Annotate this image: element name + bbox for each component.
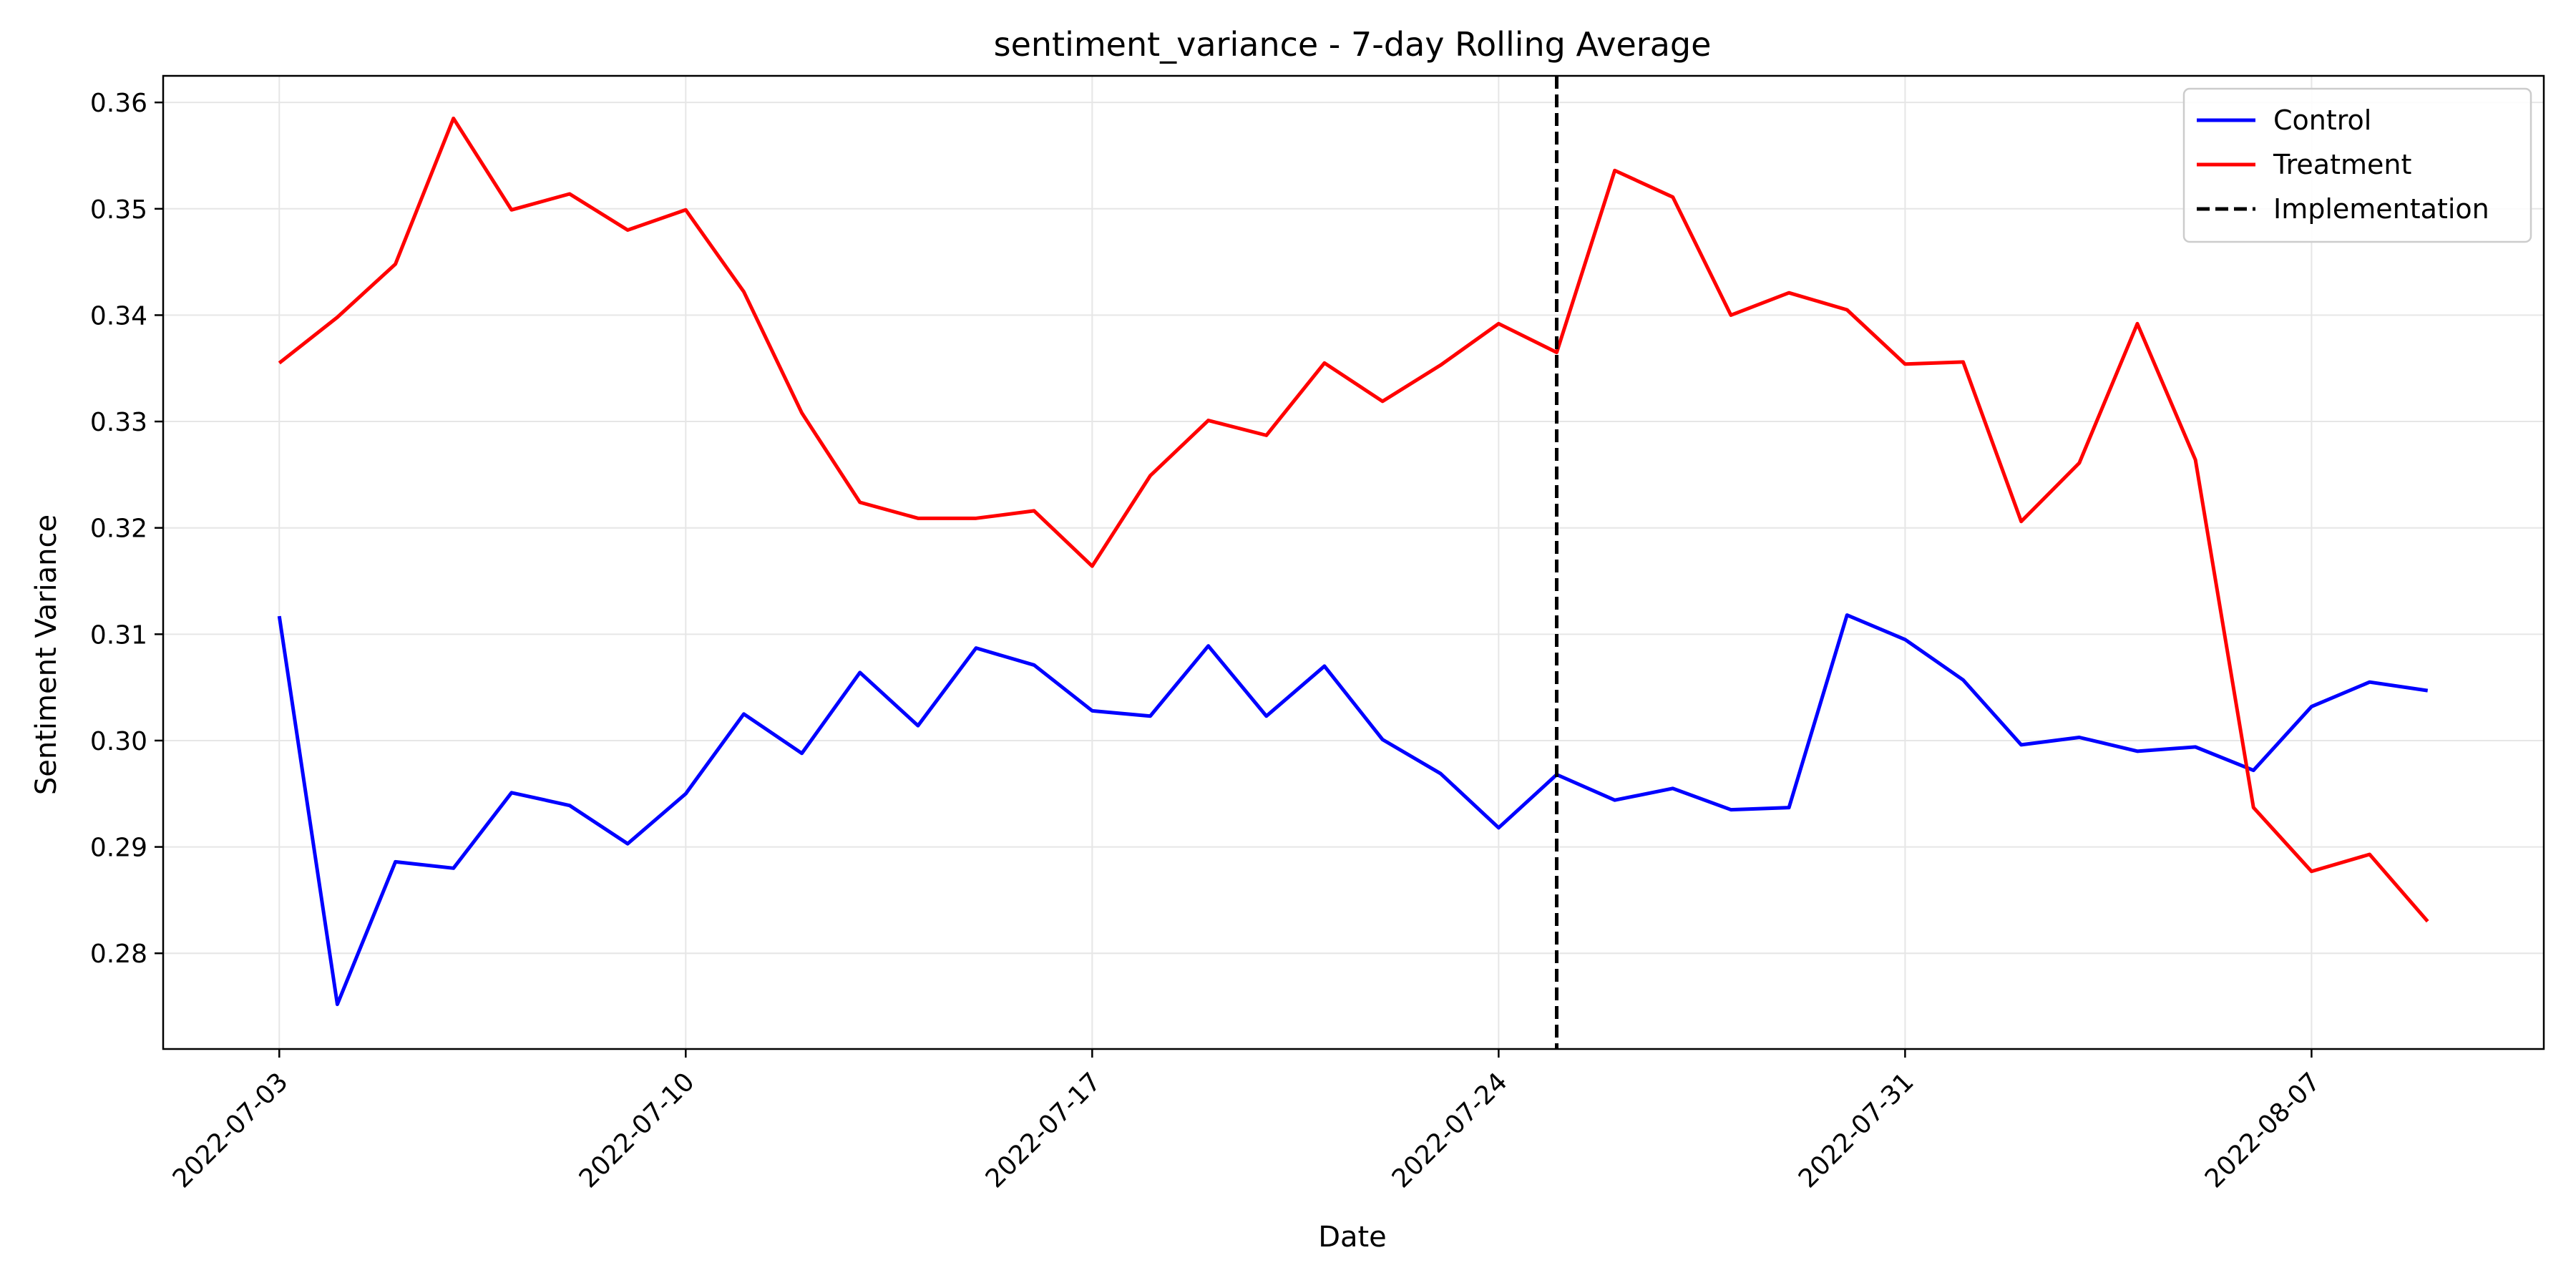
x-axis-label: Date xyxy=(1318,1221,1387,1254)
y-tick-label: 0.30 xyxy=(90,727,147,756)
legend-label: Implementation xyxy=(2273,193,2489,225)
y-tick-label: 0.36 xyxy=(90,89,147,118)
y-tick-label: 0.31 xyxy=(90,620,147,650)
x-tick-label: 2022-07-24 xyxy=(1387,1067,1513,1194)
y-tick-label: 0.34 xyxy=(90,301,147,331)
y-axis-ticks: 0.28 0.29 0.30 0.31 0.32 0.33 0.34 0.35 0.36 xyxy=(90,89,163,969)
series-layer xyxy=(277,116,2429,1007)
grid xyxy=(163,76,2544,1049)
legend-box xyxy=(2182,87,2532,243)
x-axis-ticks: 2022-07-03 2022-07-10 2022-07-17 2022-07-24… xyxy=(167,1049,2326,1194)
x-tick-label: 2022-08-07 xyxy=(2200,1067,2326,1194)
legend: Control Treatment Implementation xyxy=(2182,87,2532,243)
plot-frame xyxy=(162,74,2545,1050)
legend-label: Control xyxy=(2273,104,2371,136)
legend-label: Treatment xyxy=(2273,149,2411,180)
chart-title: sentiment_variance - 7-day Rolling Avera… xyxy=(994,25,1712,64)
y-axis-label: Sentiment Variance xyxy=(30,514,63,795)
y-tick-label: 0.35 xyxy=(90,195,147,225)
y-tick-label: 0.33 xyxy=(90,408,147,437)
y-tick-label: 0.32 xyxy=(90,514,147,544)
x-tick-label: 2022-07-31 xyxy=(1793,1067,1920,1194)
series-line-control xyxy=(277,613,2429,1007)
x-tick-label: 2022-07-17 xyxy=(980,1067,1107,1194)
y-tick-label: 0.29 xyxy=(90,834,147,863)
series-line-treatment xyxy=(278,116,2429,923)
x-tick-label: 2022-07-10 xyxy=(574,1067,701,1194)
y-tick-label: 0.28 xyxy=(90,940,147,969)
x-tick-label: 2022-07-03 xyxy=(167,1067,294,1194)
